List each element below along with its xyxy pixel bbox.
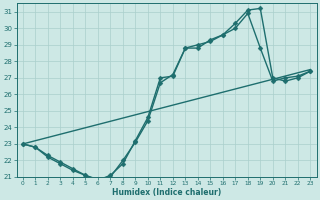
X-axis label: Humidex (Indice chaleur): Humidex (Indice chaleur) [112, 188, 221, 197]
